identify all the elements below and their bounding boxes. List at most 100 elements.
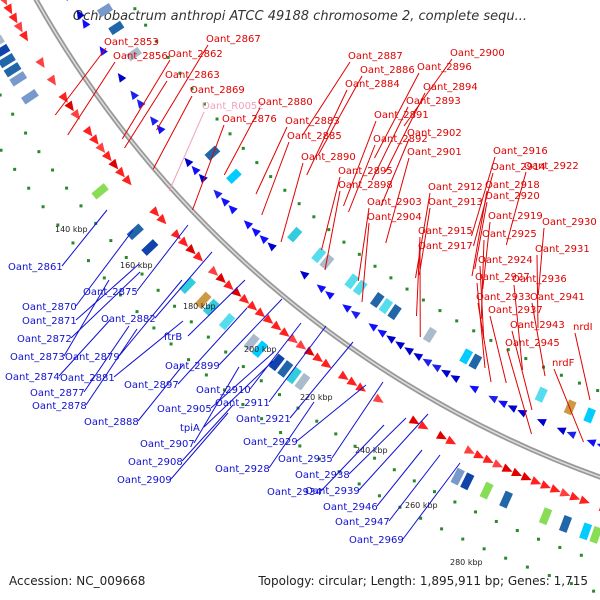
guide-dot: [489, 338, 493, 342]
reverse-gene-mark: [150, 116, 159, 126]
reverse-gene-mark-shape: [368, 323, 379, 332]
forward-leader-line: [474, 201, 488, 270]
forward-leader-line: [371, 106, 409, 181]
guide-dot: [190, 87, 194, 91]
guide-dot: [241, 146, 245, 150]
reverse-gene-label: Oant_2871: [22, 316, 77, 327]
reverse-gene-label: Oant_2946: [323, 502, 378, 513]
feature-block: [311, 247, 327, 264]
feature-block: [21, 89, 39, 105]
feature-block: [268, 353, 285, 372]
reverse-leader-line: [218, 298, 283, 366]
feature-block: [387, 304, 402, 321]
reverse-gene-mark: [82, 18, 91, 29]
forward-gene-mark-shape: [278, 327, 290, 337]
guide-dot: [178, 71, 182, 75]
reverse-gene-mark: [404, 347, 415, 356]
guide-dot: [353, 444, 357, 448]
reverse-gene-mark-shape: [566, 431, 577, 440]
forward-gene-label: Oant_2869: [190, 85, 245, 96]
guide-dot: [569, 582, 573, 586]
guide-dot: [392, 468, 396, 472]
feature-block-shape: [459, 348, 474, 365]
reverse-gene-mark-shape: [469, 385, 480, 394]
forward-gene-mark: [578, 495, 590, 504]
reverse-gene-label: Oant_2935: [278, 454, 333, 465]
forward-gene-mark-shape: [569, 491, 581, 501]
forward-leader-line: [505, 171, 527, 246]
forward-leader-line: [471, 190, 488, 277]
forward-gene-label: Oant_2891: [374, 110, 429, 121]
forward-gene-label: Oant_2936: [512, 274, 567, 285]
reverse-gene-label: ftrB: [164, 332, 182, 343]
reverse-leader-line: [388, 454, 441, 522]
feature-block-shape: [579, 522, 593, 541]
feature-block: [277, 360, 294, 378]
forward-gene-mark-shape: [408, 415, 420, 425]
forward-gene-label: Oant_2886: [360, 65, 415, 76]
guide-dot: [13, 167, 17, 171]
reverse-gene-label: Oant_2907: [140, 439, 195, 450]
feature-block-shape: [268, 353, 285, 372]
forward-gene-mark-shape: [417, 420, 429, 430]
forward-gene-label: Oant_2937: [488, 305, 543, 316]
reverse-leader-line: [177, 307, 248, 385]
guide-dot: [506, 348, 510, 352]
forward-gene-mark-shape: [13, 21, 23, 33]
guide-dot: [278, 393, 282, 397]
forward-gene-mark-shape: [337, 370, 349, 381]
forward-gene-mark-shape: [101, 150, 112, 162]
forward-gene-label: Oant_2902: [407, 128, 462, 139]
forward-gene-mark-shape: [35, 57, 45, 69]
forward-gene-label: Oant_2894: [423, 82, 478, 93]
reverse-gene-label: Oant_2899: [165, 361, 220, 372]
guide-dot: [144, 23, 148, 27]
forward-gene-mark: [89, 134, 99, 145]
reverse-gene-mark-shape: [450, 375, 461, 384]
guide-dot: [269, 175, 273, 179]
forward-gene-mark: [492, 459, 503, 468]
forward-gene-mark: [346, 376, 358, 386]
feature-block-shape: [218, 312, 236, 331]
guide-dot: [373, 456, 377, 460]
guide-dot: [298, 444, 302, 448]
forward-gene-label: Oant_2933: [476, 292, 531, 303]
forward-gene-mark-shape: [559, 488, 571, 497]
forward-gene-mark-shape: [445, 435, 457, 445]
forward-leader-line: [261, 141, 290, 216]
reverse-gene-mark-shape: [431, 364, 442, 373]
forward-gene-label: Oant_2925: [482, 229, 537, 240]
forward-gene-label: nrdI: [573, 322, 593, 333]
reverse-gene-label: Oant_2874: [5, 372, 60, 383]
reverse-gene-mark: [316, 284, 327, 294]
forward-gene-mark: [238, 293, 250, 304]
forward-gene-mark: [149, 206, 160, 217]
forward-gene-mark-shape: [207, 265, 219, 276]
guide-dot: [140, 272, 144, 276]
forward-gene-mark: [8, 12, 18, 24]
guide-dot: [438, 309, 442, 313]
reverse-leader-line: [376, 449, 423, 507]
forward-leader-line: [385, 157, 410, 244]
feature-block-shape: [251, 340, 269, 358]
feature-block-shape: [311, 247, 327, 264]
reverse-gene-mark-shape: [395, 341, 405, 350]
feature-block: [534, 386, 548, 403]
forward-gene-mark: [121, 174, 132, 186]
forward-gene-label: Oant_2945: [505, 338, 560, 349]
forward-leader-line: [121, 59, 171, 140]
forward-leader-line: [531, 302, 546, 377]
guide-dot: [24, 131, 28, 135]
reverse-gene-mark: [507, 405, 518, 413]
feature-block-shape: [194, 291, 212, 309]
reverse-leader-line: [268, 325, 327, 403]
guide-dot: [259, 379, 263, 383]
forward-gene-mark-shape: [19, 30, 29, 42]
forward-leader-line: [192, 124, 225, 211]
forward-gene-label: Oant_2876: [222, 114, 277, 125]
forward-gene-mark: [58, 91, 68, 103]
reverse-gene-mark-shape: [507, 405, 518, 413]
guide-dot: [524, 357, 528, 361]
forward-gene-mark: [355, 382, 367, 392]
feature-block-shape: [468, 353, 483, 370]
